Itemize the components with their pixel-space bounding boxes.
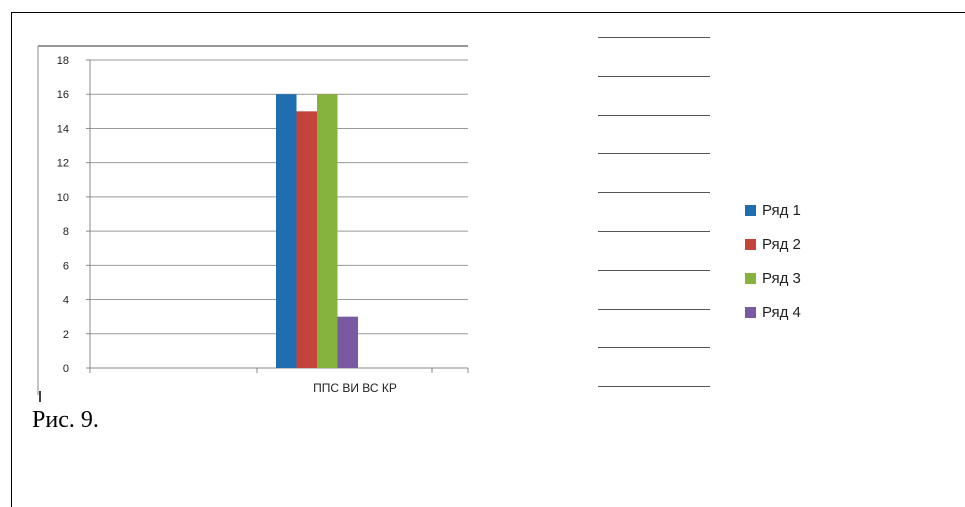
answer-line (598, 386, 710, 388)
y-tick-label: 18 (57, 55, 69, 67)
bar-4-ППС (337, 316, 358, 368)
figure-frame (11, 12, 965, 507)
figure-caption: Рис. 9. (32, 407, 99, 433)
y-tick-label: 2 (63, 329, 69, 341)
legend-swatch (745, 238, 756, 250)
legend-swatch (745, 204, 756, 216)
y-tick-label: 6 (63, 260, 69, 272)
y-tick-label: 10 (57, 192, 69, 204)
answer-line (598, 347, 710, 349)
legend-label: Ряд 1 (762, 201, 801, 219)
answer-line (598, 37, 710, 38)
legend-label: Ряд 3 (762, 269, 801, 287)
y-tick-label: 14 (57, 123, 69, 135)
bar-3-ППС (317, 94, 338, 368)
answer-line (598, 269, 710, 271)
x-category-labels: ППС ВИ ВС КР (313, 381, 397, 395)
y-tick-label: 0 (63, 363, 69, 375)
legend-item: Ряд 2 (745, 227, 801, 261)
legend-swatch (745, 306, 756, 318)
bar-1-ППС (276, 94, 297, 368)
legend-label: Ряд 4 (762, 303, 801, 321)
y-tick-label: 16 (57, 89, 69, 101)
answer-line (598, 75, 710, 77)
legend-item: Ряд 4 (745, 295, 801, 329)
legend-label: Ряд 2 (762, 235, 801, 253)
legend-item: Ряд 3 (745, 261, 801, 295)
answer-line (598, 153, 710, 155)
legend-swatch (745, 272, 756, 284)
answer-line (598, 192, 710, 194)
y-tick-label: 12 (57, 158, 69, 170)
y-tick-label: 8 (63, 226, 69, 238)
y-tick-label: 4 (63, 295, 69, 307)
answer-line (598, 308, 710, 310)
answer-line (598, 114, 710, 116)
legend-item: Ряд 1 (745, 193, 801, 227)
chart-legend: Ряд 1 Ряд 2 Ряд 3 Ряд 4 (745, 193, 801, 329)
answer-line (598, 231, 710, 232)
bar-2-ППС (296, 111, 317, 368)
